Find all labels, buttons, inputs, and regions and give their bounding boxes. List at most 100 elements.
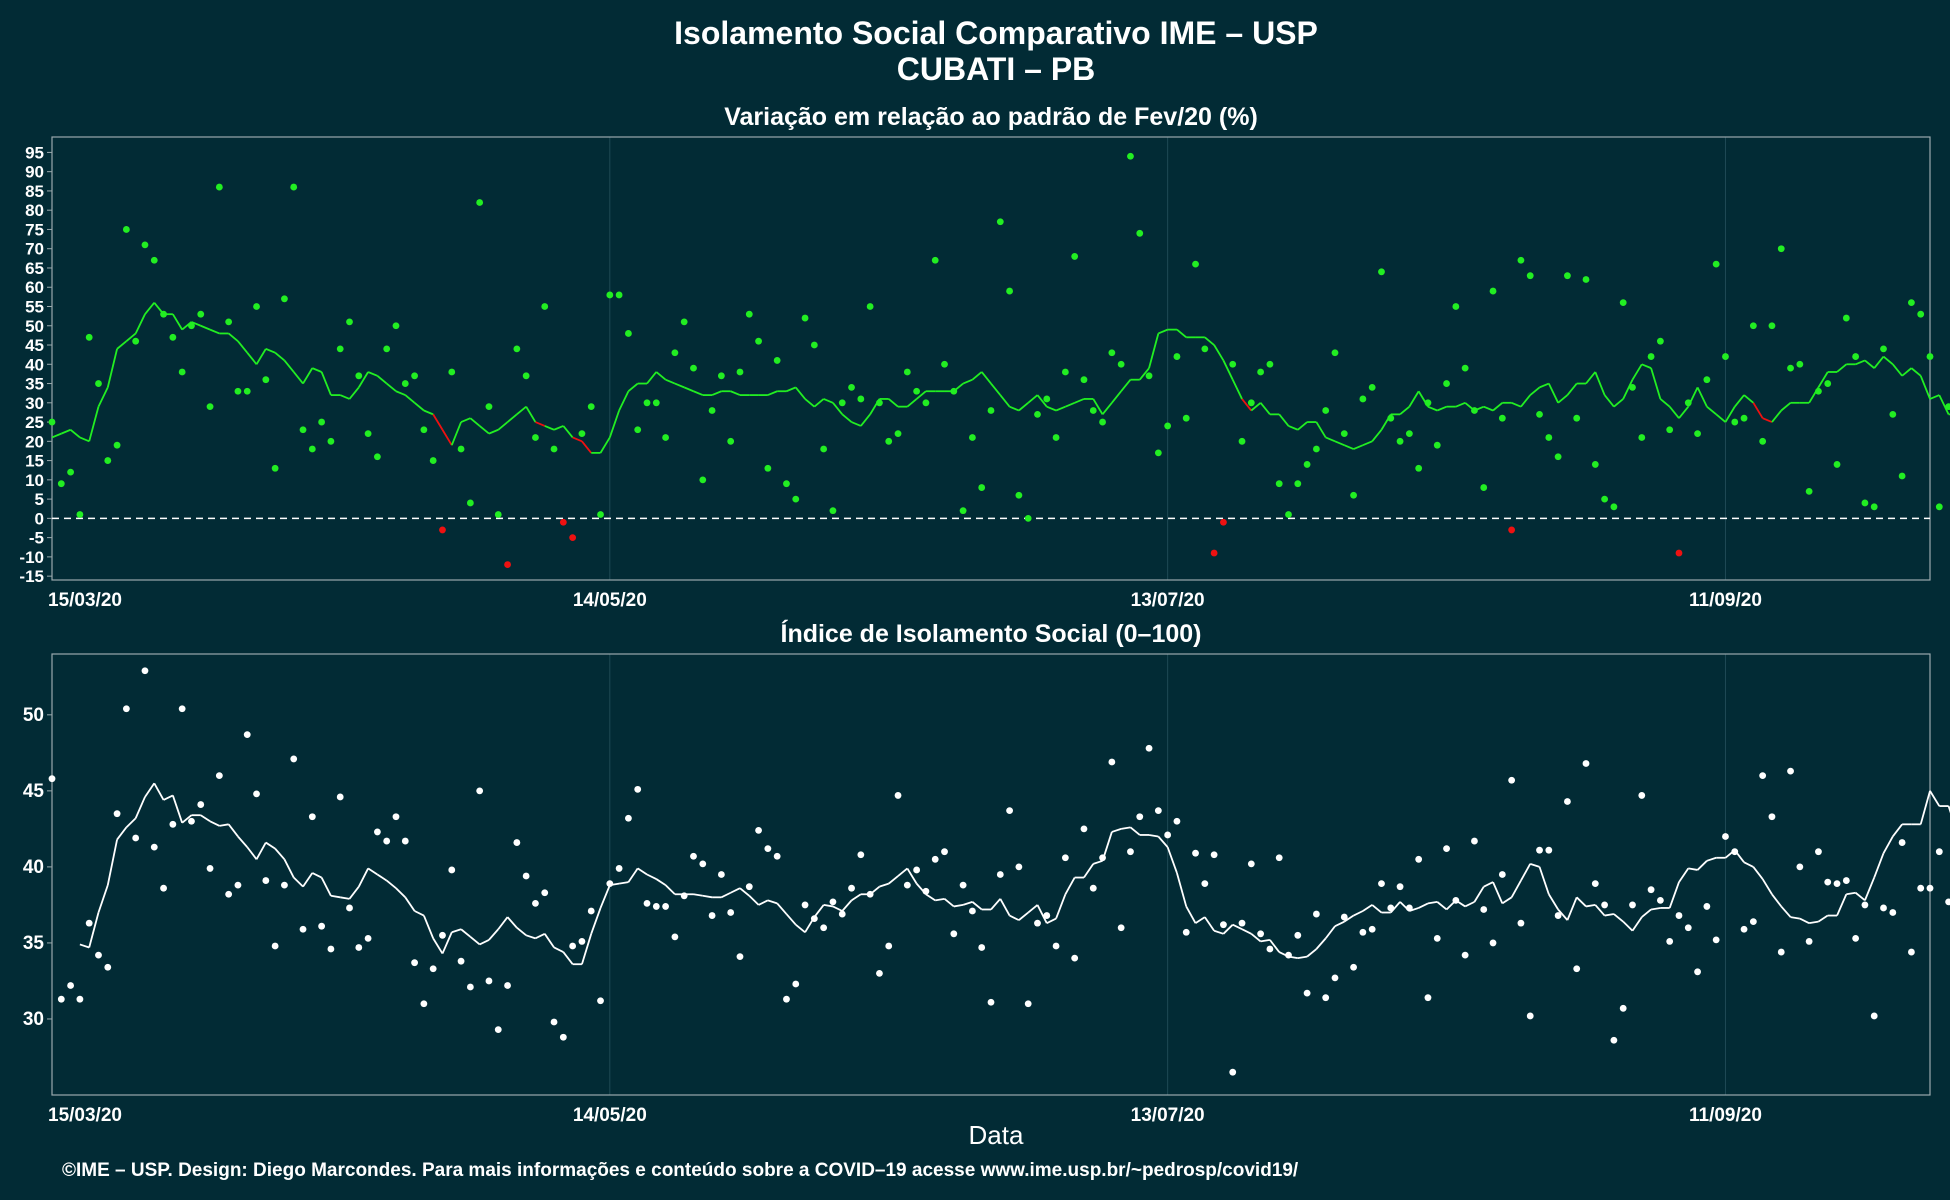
data-point [978,484,986,491]
moving-average-segment [1269,939,1280,953]
data-point [587,907,595,915]
data-point [792,495,800,503]
moving-average-segment [1780,402,1792,412]
moving-average-segment [646,873,657,880]
data-point [978,944,986,951]
moving-average-segment [906,398,918,408]
data-point [308,445,316,453]
moving-average-segment [516,405,527,416]
moving-average-segment [1101,402,1113,415]
moving-average-segment [200,324,211,331]
moving-average-segment [1548,383,1559,404]
data-point [234,387,242,395]
data-point [903,881,911,889]
data-point [346,904,353,912]
moving-average-segment [1120,379,1132,392]
data-point [764,464,772,472]
data-point [1331,349,1339,357]
data-point [1201,345,1209,353]
data-point [941,360,948,368]
data-point [1619,1004,1627,1012]
data-point [652,399,660,407]
moving-average-segment [1678,867,1690,883]
moving-average-segment [1278,413,1290,427]
data-point [1852,934,1860,942]
moving-average-segment [1594,371,1606,396]
moving-average-segment [618,881,629,885]
moving-average-segment [562,951,574,965]
moving-average-segment [488,928,499,941]
moving-average-segment [376,873,388,882]
moving-average-segment [1092,398,1104,415]
data-point [950,387,958,395]
data-point [188,817,195,825]
data-point [504,982,511,989]
moving-average-segment [1436,405,1447,412]
data-point [1052,942,1060,950]
data-point [1610,1036,1618,1044]
data-point [1861,499,1869,507]
moving-average-segment [1334,440,1345,447]
data-point [1694,968,1701,976]
data-point [1935,848,1943,856]
moving-average-segment [246,846,258,860]
data-point [1833,880,1841,888]
data-point [1080,376,1088,384]
data-point [104,963,112,971]
data-point [1759,772,1767,780]
data-point [476,787,484,795]
data-point [829,898,837,906]
data-point [1182,414,1190,422]
data-point [1647,886,1655,894]
moving-average-segment [1910,367,1922,377]
data-point [820,445,828,453]
data-point [1220,921,1227,929]
data-point [1722,833,1729,840]
moving-average-segment [386,382,397,392]
moving-average-segment [1483,881,1494,888]
data-point [1192,849,1199,857]
moving-average-segment [423,915,435,939]
moving-average-segment [1919,790,1931,825]
data-point [308,813,316,821]
moving-average-segment [739,887,750,897]
moving-average-segment [693,390,704,396]
moving-average-segment [1873,356,1885,369]
data-point [1368,925,1376,933]
moving-average-segment [525,406,537,423]
data-point [1722,353,1729,360]
moving-average-segment [535,932,546,940]
moving-average-segment [144,782,156,798]
data-point [1935,503,1943,511]
data-point [522,372,530,380]
data-point [420,1000,428,1008]
moving-average-segment [665,378,676,385]
data-point [48,775,56,783]
data-point [1350,963,1357,971]
data-point [113,441,121,449]
moving-average-segment [1631,916,1643,932]
y-tick-label: 20 [25,432,44,451]
moving-average-segment [1659,398,1671,408]
data-point [1359,928,1367,936]
moving-average-segment [1231,379,1243,400]
data-point [1061,854,1069,862]
moving-average-segment [1055,893,1067,919]
y-tick-label: -10 [19,548,44,567]
data-point [1796,863,1804,871]
data-point [401,380,409,387]
moving-average-segment [1064,877,1076,895]
data-point [1498,871,1506,878]
data-point [57,480,65,488]
moving-average-segment [1678,406,1689,419]
moving-average-segment [293,371,304,385]
data-point [1350,491,1357,499]
moving-average-segment [97,387,109,408]
moving-average-segment [1176,328,1187,339]
data-point [708,407,716,414]
moving-average-segment [1761,878,1773,895]
y-tick-label: 75 [25,220,44,239]
moving-average-segment [962,378,973,385]
data-point [253,790,260,798]
moving-average-segment [655,878,667,886]
